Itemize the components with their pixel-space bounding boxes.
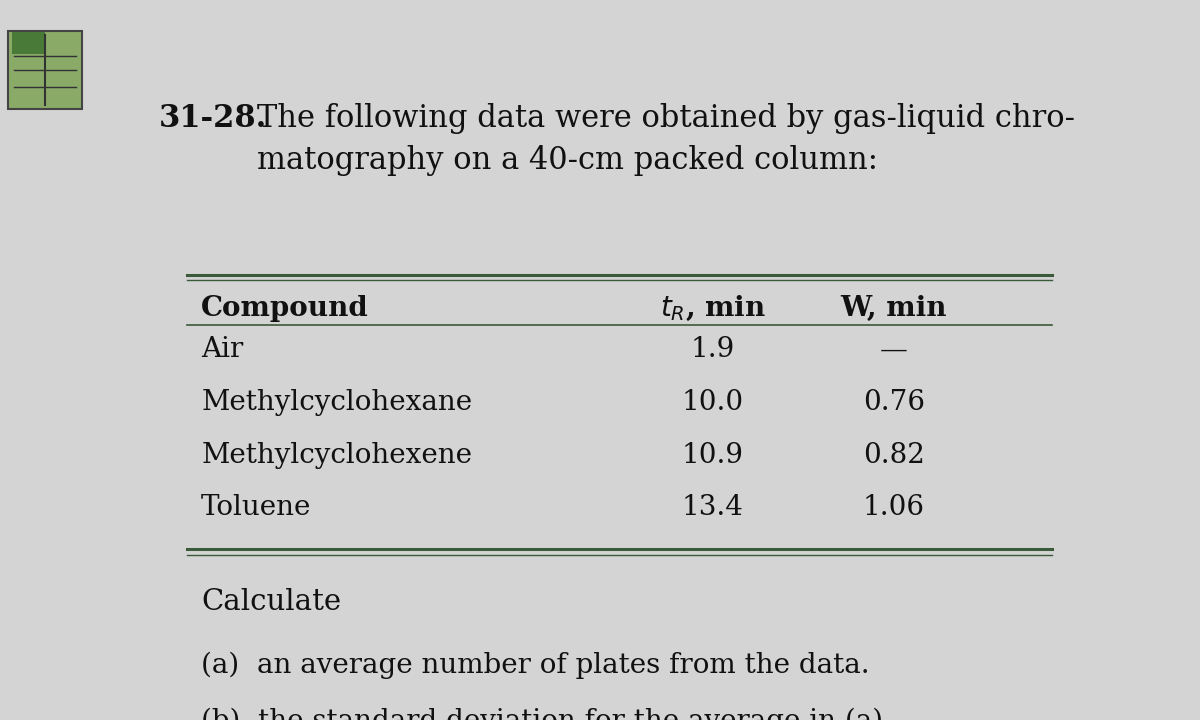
Text: (a)  an average number of plates from the data.: (a) an average number of plates from the… [202,652,870,679]
Text: 10.9: 10.9 [682,441,744,469]
Text: 0.82: 0.82 [863,441,925,469]
Bar [12,32,46,54]
Text: 13.4: 13.4 [682,494,744,521]
Text: 10.0: 10.0 [682,389,744,416]
Text: Methylcyclohexene: Methylcyclohexene [202,441,472,469]
Text: Toluene: Toluene [202,494,312,521]
Text: Air: Air [202,336,244,363]
Text: The following data were obtained by gas-liquid chro-
matography on a 40-cm packe: The following data were obtained by gas-… [257,103,1075,176]
Text: $t_R$, min: $t_R$, min [660,294,766,323]
Text: 1.9: 1.9 [690,336,734,363]
Text: W, min: W, min [841,294,947,322]
Text: Compound: Compound [202,294,368,322]
Text: (b)  the standard deviation for the average in (a).: (b) the standard deviation for the avera… [202,707,892,720]
Text: 0.76: 0.76 [863,389,925,416]
Text: —: — [880,336,908,363]
Text: Calculate: Calculate [202,588,341,616]
Text: 31-28.: 31-28. [160,103,268,134]
Text: Methylcyclohexane: Methylcyclohexane [202,389,473,416]
Text: 1.06: 1.06 [863,494,925,521]
